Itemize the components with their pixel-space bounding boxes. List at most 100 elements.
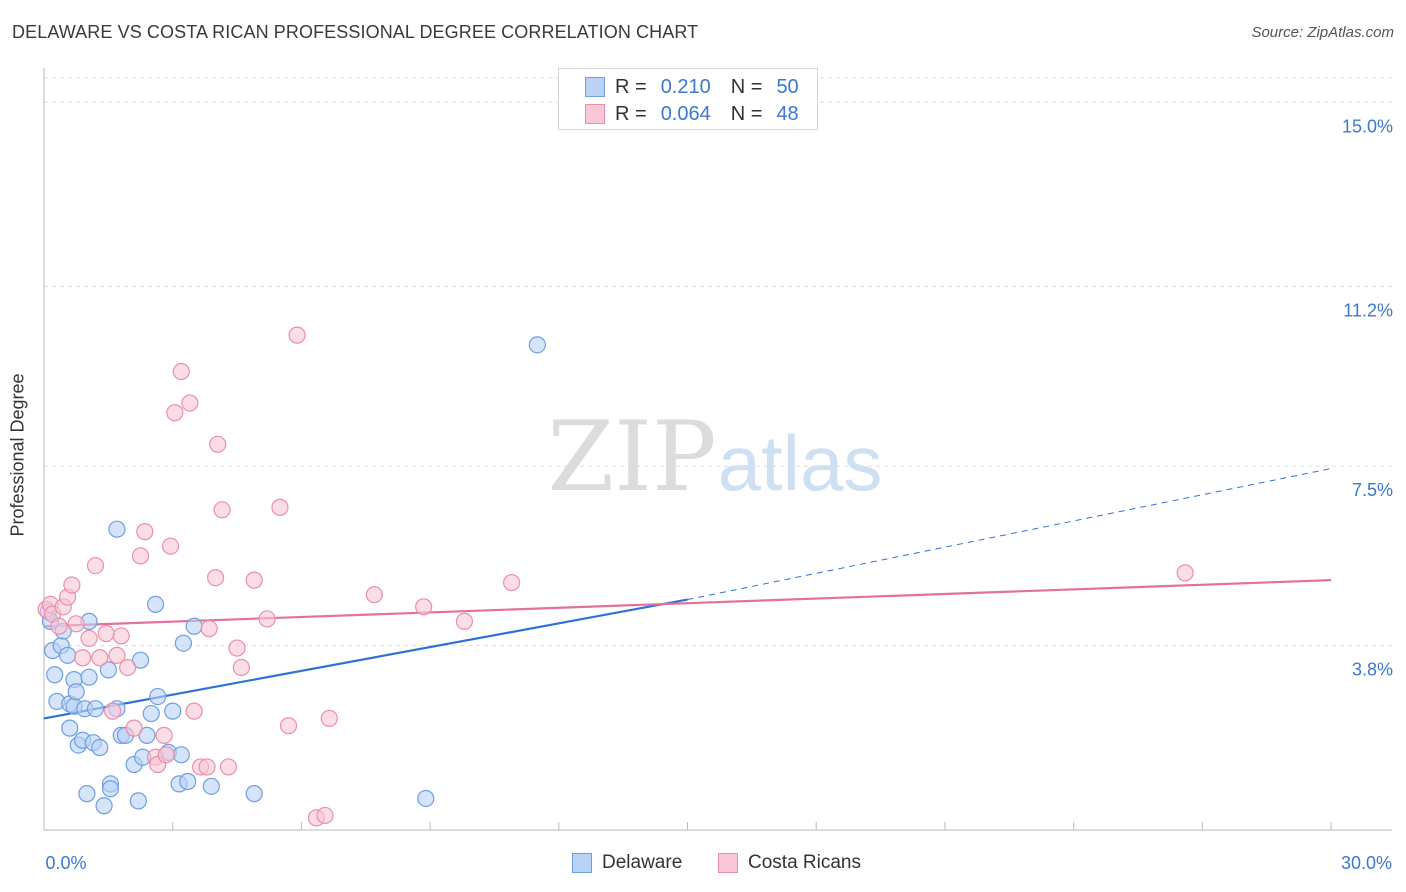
costa-legend-label: Costa Ricans <box>748 852 861 873</box>
delaware-point <box>245 785 263 803</box>
costa-point <box>185 702 203 720</box>
costa-trend-line <box>43 579 1332 628</box>
delaware-point <box>174 634 193 652</box>
delaware-point <box>95 797 113 815</box>
delaware-point <box>131 651 150 669</box>
x-tick-label: 30.0% <box>1341 853 1392 873</box>
watermark-zip: ZIP <box>547 401 716 513</box>
costa-point <box>320 709 338 728</box>
costa-point <box>219 758 238 776</box>
correlation-legend: R = 0.210 N = 50 R = 0.064 N = 48 <box>558 68 818 130</box>
costa-n-value: 48 <box>776 102 799 125</box>
costa-point <box>316 806 334 825</box>
costa-point <box>86 556 105 575</box>
costa-point <box>112 627 130 645</box>
costa-point <box>136 523 154 541</box>
bottom-legend-costa: Costa Ricans <box>718 852 861 874</box>
costa-legend-swatch <box>718 853 738 873</box>
costa-point <box>74 649 92 667</box>
costa-point <box>503 573 521 592</box>
costa-point <box>200 620 218 638</box>
watermark-atlas: atlas <box>718 419 883 507</box>
delaware-point <box>172 746 190 764</box>
costa-point <box>258 610 276 628</box>
delaware-point <box>138 726 156 744</box>
costa-point <box>172 362 190 381</box>
costa-point <box>161 537 180 555</box>
y-tick-label: 3.8% <box>1352 660 1393 680</box>
delaware-point <box>146 595 165 614</box>
costa-point <box>279 717 298 735</box>
axes <box>43 68 1392 831</box>
delaware-point <box>67 683 85 701</box>
x-tick-label: 0.0% <box>45 853 86 873</box>
delaware-legend-swatch <box>572 853 592 873</box>
costa-point <box>50 617 68 635</box>
costa-point <box>1176 564 1194 582</box>
bottom-legend-delaware: Delaware <box>572 852 682 874</box>
y-tick-label: 7.5% <box>1352 480 1393 500</box>
costa-point <box>365 586 383 604</box>
delaware-point <box>61 719 79 737</box>
costa-r-value: 0.064 <box>660 102 711 125</box>
delaware-point <box>179 772 197 791</box>
delaware-point <box>164 702 182 720</box>
delaware-point <box>108 520 126 538</box>
delaware-point <box>86 700 105 718</box>
costa-point <box>415 598 433 616</box>
tick-labels: 3.8% 7.5% 11.2% 15.0% 0.0% 30.0% <box>45 116 1393 873</box>
delaware-r-value: 0.210 <box>660 75 711 98</box>
costa-point <box>125 719 143 737</box>
delaware-point <box>129 792 147 810</box>
costa-point <box>157 746 175 764</box>
costa-n-label: N = <box>730 102 763 125</box>
source-label: Source: ZipAtlas.com <box>1251 24 1394 41</box>
delaware-r-label: R = <box>615 75 647 98</box>
costa-point <box>155 726 173 744</box>
costa-point <box>455 612 474 630</box>
costa-point <box>198 758 216 776</box>
costa-point <box>91 649 109 667</box>
delaware-point <box>417 789 435 808</box>
costa-point <box>131 547 150 565</box>
costa-point <box>181 394 199 412</box>
delaware-point <box>185 617 203 635</box>
delaware-point <box>58 646 77 664</box>
delaware-swatch <box>585 77 605 97</box>
y-tick-label: 15.0% <box>1342 116 1393 136</box>
costa-point <box>232 658 250 677</box>
costa-point <box>166 404 184 422</box>
legend-row-costa: R = 0.064 N = 48 <box>585 102 799 126</box>
delaware-legend-label: Delaware <box>602 852 683 873</box>
delaware-point <box>101 780 120 798</box>
costa-point <box>67 615 85 633</box>
costa-point <box>207 569 225 587</box>
delaware-point <box>528 336 546 354</box>
costa-point <box>119 658 137 677</box>
costa-point <box>97 624 115 643</box>
costa-point <box>245 571 263 589</box>
delaware-point <box>78 785 96 803</box>
costa-point <box>228 639 246 657</box>
y-tick-label: 11.2% <box>1343 301 1393 321</box>
costa-swatch <box>585 104 605 124</box>
chart-title: DELAWARE VS COSTA RICAN PROFESSIONAL DEG… <box>12 22 699 42</box>
delaware-point <box>202 777 220 795</box>
costa-r-label: R = <box>615 102 647 125</box>
delaware-point <box>91 738 109 757</box>
costa-point <box>213 501 231 519</box>
delaware-point <box>80 668 98 686</box>
costa-point <box>80 629 98 647</box>
costa-point <box>209 435 227 453</box>
delaware-point <box>142 704 160 723</box>
delaware-n-value: 50 <box>776 75 799 98</box>
costa-point <box>271 498 289 516</box>
delaware-n-label: N = <box>730 75 763 98</box>
costa-point <box>104 702 122 720</box>
legend-row-delaware: R = 0.210 N = 50 <box>585 75 799 99</box>
delaware-point <box>46 666 64 684</box>
delaware-point <box>149 687 167 706</box>
costa-point <box>108 646 126 664</box>
costa-point <box>288 326 306 344</box>
